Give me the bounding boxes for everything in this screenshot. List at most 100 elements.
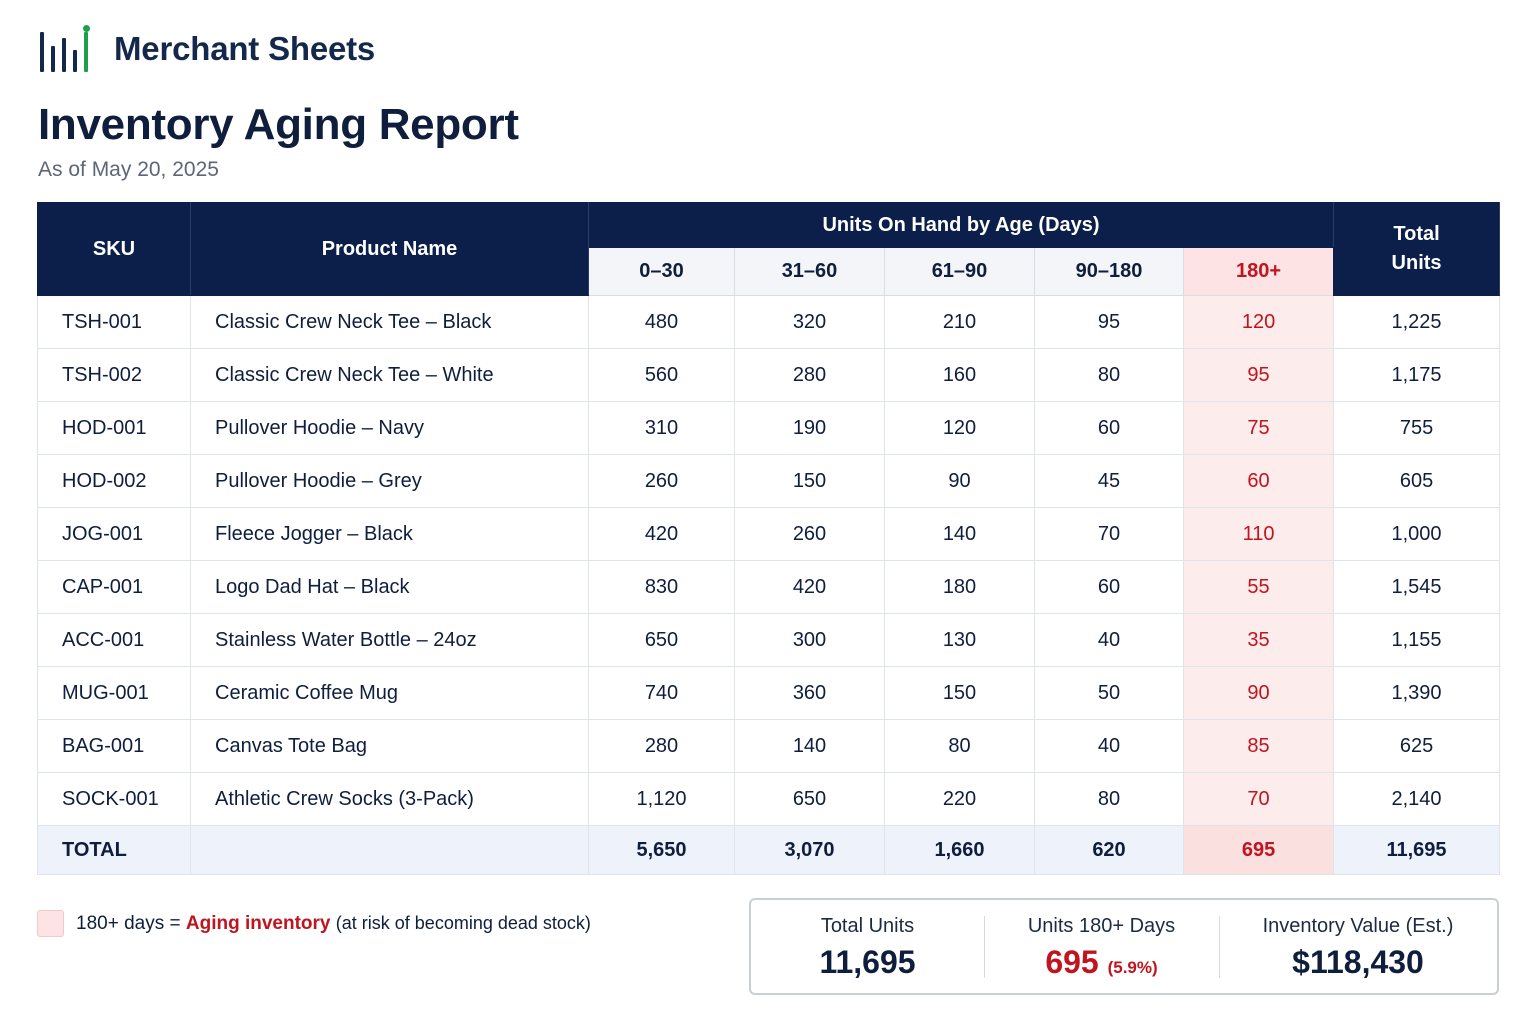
sku-cell: HOD-002: [37, 454, 191, 508]
sku-cell: TSH-001: [37, 295, 191, 349]
units-0-30-cell: 260: [588, 454, 735, 508]
total-31-60-cell: 3,070: [734, 825, 885, 875]
aged-units-stat: Units 180+ Days 695 (5.9%): [984, 900, 1219, 993]
product-name-cell: Pullover Hoodie – Navy: [190, 401, 589, 455]
product-name-cell: Classic Crew Neck Tee – White: [190, 348, 589, 402]
totals-row: TOTAL 5,650 3,070 1,660 620 695 11,695: [37, 825, 1501, 875]
sku-cell: MUG-001: [37, 666, 191, 720]
total-units-cell: 2,140: [1333, 772, 1501, 826]
stat-label: Total Units: [820, 915, 915, 937]
units-90-180-cell: 60: [1034, 560, 1184, 614]
units-0-30-cell: 740: [588, 666, 735, 720]
units-180-plus-cell: 60: [1182, 454, 1335, 508]
table-row: CAP-001 Logo Dad Hat – Black 830 420 180…: [37, 560, 1501, 614]
units-0-30-cell: 420: [588, 507, 735, 561]
total-units-cell: 1,175: [1333, 348, 1501, 402]
units-61-90-cell: 150: [884, 666, 1035, 720]
product-name-cell: Pullover Hoodie – Grey: [190, 454, 589, 508]
stat-label: Inventory Value (Est.): [1262, 915, 1454, 937]
report-date: As of May 20, 2025: [38, 158, 219, 181]
total-units-cell: 1,390: [1333, 666, 1501, 720]
units-90-180-cell: 40: [1034, 719, 1184, 773]
units-61-90-cell: 90: [884, 454, 1035, 508]
units-61-90-cell: 160: [884, 348, 1035, 402]
total-units-cell: 755: [1333, 401, 1501, 455]
total-units-cell: 1,545: [1333, 560, 1501, 614]
age-bucket-header-180-plus[interactable]: 180+: [1182, 247, 1335, 296]
product-name-cell: Athletic Crew Socks (3-Pack): [190, 772, 589, 826]
age-bucket-header-0-30[interactable]: 0–30: [588, 247, 735, 296]
bar-chart-icon: [38, 25, 92, 72]
inventory-aging-table: SKU Product Name Units On Hand by Age (D…: [37, 202, 1501, 875]
sku-cell: TSH-002: [37, 348, 191, 402]
table-row: HOD-002 Pullover Hoodie – Grey 260 150 9…: [37, 454, 1501, 508]
units-0-30-cell: 560: [588, 348, 735, 402]
units-0-30-cell: 280: [588, 719, 735, 773]
total-units-cell: 1,225: [1333, 295, 1501, 349]
total-units-cell: 1,000: [1333, 507, 1501, 561]
total-units-cell: 1,155: [1333, 613, 1501, 667]
aged-percentage: (5.9%): [1107, 958, 1158, 977]
table-row: MUG-001 Ceramic Coffee Mug 740 360 150 5…: [37, 666, 1501, 720]
totals-label: TOTAL: [37, 825, 191, 875]
product-name-cell: Logo Dad Hat – Black: [190, 560, 589, 614]
units-180-plus-cell: 90: [1182, 666, 1335, 720]
total-0-30-cell: 5,650: [588, 825, 735, 875]
units-90-180-cell: 40: [1034, 613, 1184, 667]
units-180-plus-cell: 110: [1182, 507, 1335, 561]
table-row: JOG-001 Fleece Jogger – Black 420 260 14…: [37, 507, 1501, 561]
units-90-180-cell: 80: [1034, 772, 1184, 826]
total-61-90-cell: 1,660: [884, 825, 1035, 875]
units-180-plus-cell: 35: [1182, 613, 1335, 667]
units-180-plus-cell: 55: [1182, 560, 1335, 614]
product-name-cell: Ceramic Coffee Mug: [190, 666, 589, 720]
units-61-90-cell: 120: [884, 401, 1035, 455]
brand-header: Merchant Sheets: [38, 25, 375, 72]
total-units-cell: 625: [1333, 719, 1501, 773]
table-row: SOCK-001 Athletic Crew Socks (3-Pack) 1,…: [37, 772, 1501, 826]
units-61-90-cell: 180: [884, 560, 1035, 614]
total-units-column-header[interactable]: Total Units: [1333, 202, 1501, 296]
sku-cell: BAG-001: [37, 719, 191, 773]
sku-cell: JOG-001: [37, 507, 191, 561]
total-units-cell: 605: [1333, 454, 1501, 508]
units-61-90-cell: 140: [884, 507, 1035, 561]
product-name-cell: Classic Crew Neck Tee – Black: [190, 295, 589, 349]
sku-column-header[interactable]: SKU: [37, 202, 191, 296]
units-31-60-cell: 140: [734, 719, 885, 773]
age-bucket-header-31-60[interactable]: 31–60: [734, 247, 885, 296]
units-180-plus-cell: 85: [1182, 719, 1335, 773]
units-31-60-cell: 190: [734, 401, 885, 455]
units-61-90-cell: 80: [884, 719, 1035, 773]
sku-cell: HOD-001: [37, 401, 191, 455]
age-group-header: Units On Hand by Age (Days): [587, 202, 1335, 248]
product-name-cell: Canvas Tote Bag: [190, 719, 589, 773]
units-31-60-cell: 260: [734, 507, 885, 561]
units-180-plus-cell: 120: [1182, 295, 1335, 349]
units-90-180-cell: 70: [1034, 507, 1184, 561]
units-90-180-cell: 45: [1034, 454, 1184, 508]
legend-prefix: 180+ days =: [76, 912, 181, 934]
aging-legend: 180+ days = Aging inventory (at risk of …: [37, 910, 591, 937]
stat-value: $118,430: [1292, 944, 1424, 980]
legend-note: (at risk of becoming dead stock): [335, 913, 591, 933]
units-31-60-cell: 150: [734, 454, 885, 508]
units-31-60-cell: 360: [734, 666, 885, 720]
units-0-30-cell: 830: [588, 560, 735, 614]
units-90-180-cell: 95: [1034, 295, 1184, 349]
units-90-180-cell: 50: [1034, 666, 1184, 720]
totals-empty-cell: [190, 825, 589, 875]
units-180-plus-cell: 70: [1182, 772, 1335, 826]
units-90-180-cell: 80: [1034, 348, 1184, 402]
units-0-30-cell: 310: [588, 401, 735, 455]
age-bucket-header-90-180[interactable]: 90–180: [1034, 247, 1184, 296]
table-row: ACC-001 Stainless Water Bottle – 24oz 65…: [37, 613, 1501, 667]
units-90-180-cell: 60: [1034, 401, 1184, 455]
stat-label: Units 180+ Days: [1027, 915, 1176, 937]
legend-swatch: [37, 910, 64, 937]
product-name-column-header[interactable]: Product Name: [190, 202, 589, 296]
age-bucket-header-61-90[interactable]: 61–90: [884, 247, 1035, 296]
legend-highlight: Aging inventory: [185, 912, 331, 934]
table-row: BAG-001 Canvas Tote Bag 280 140 80 40 85…: [37, 719, 1501, 773]
sku-cell: CAP-001: [37, 560, 191, 614]
